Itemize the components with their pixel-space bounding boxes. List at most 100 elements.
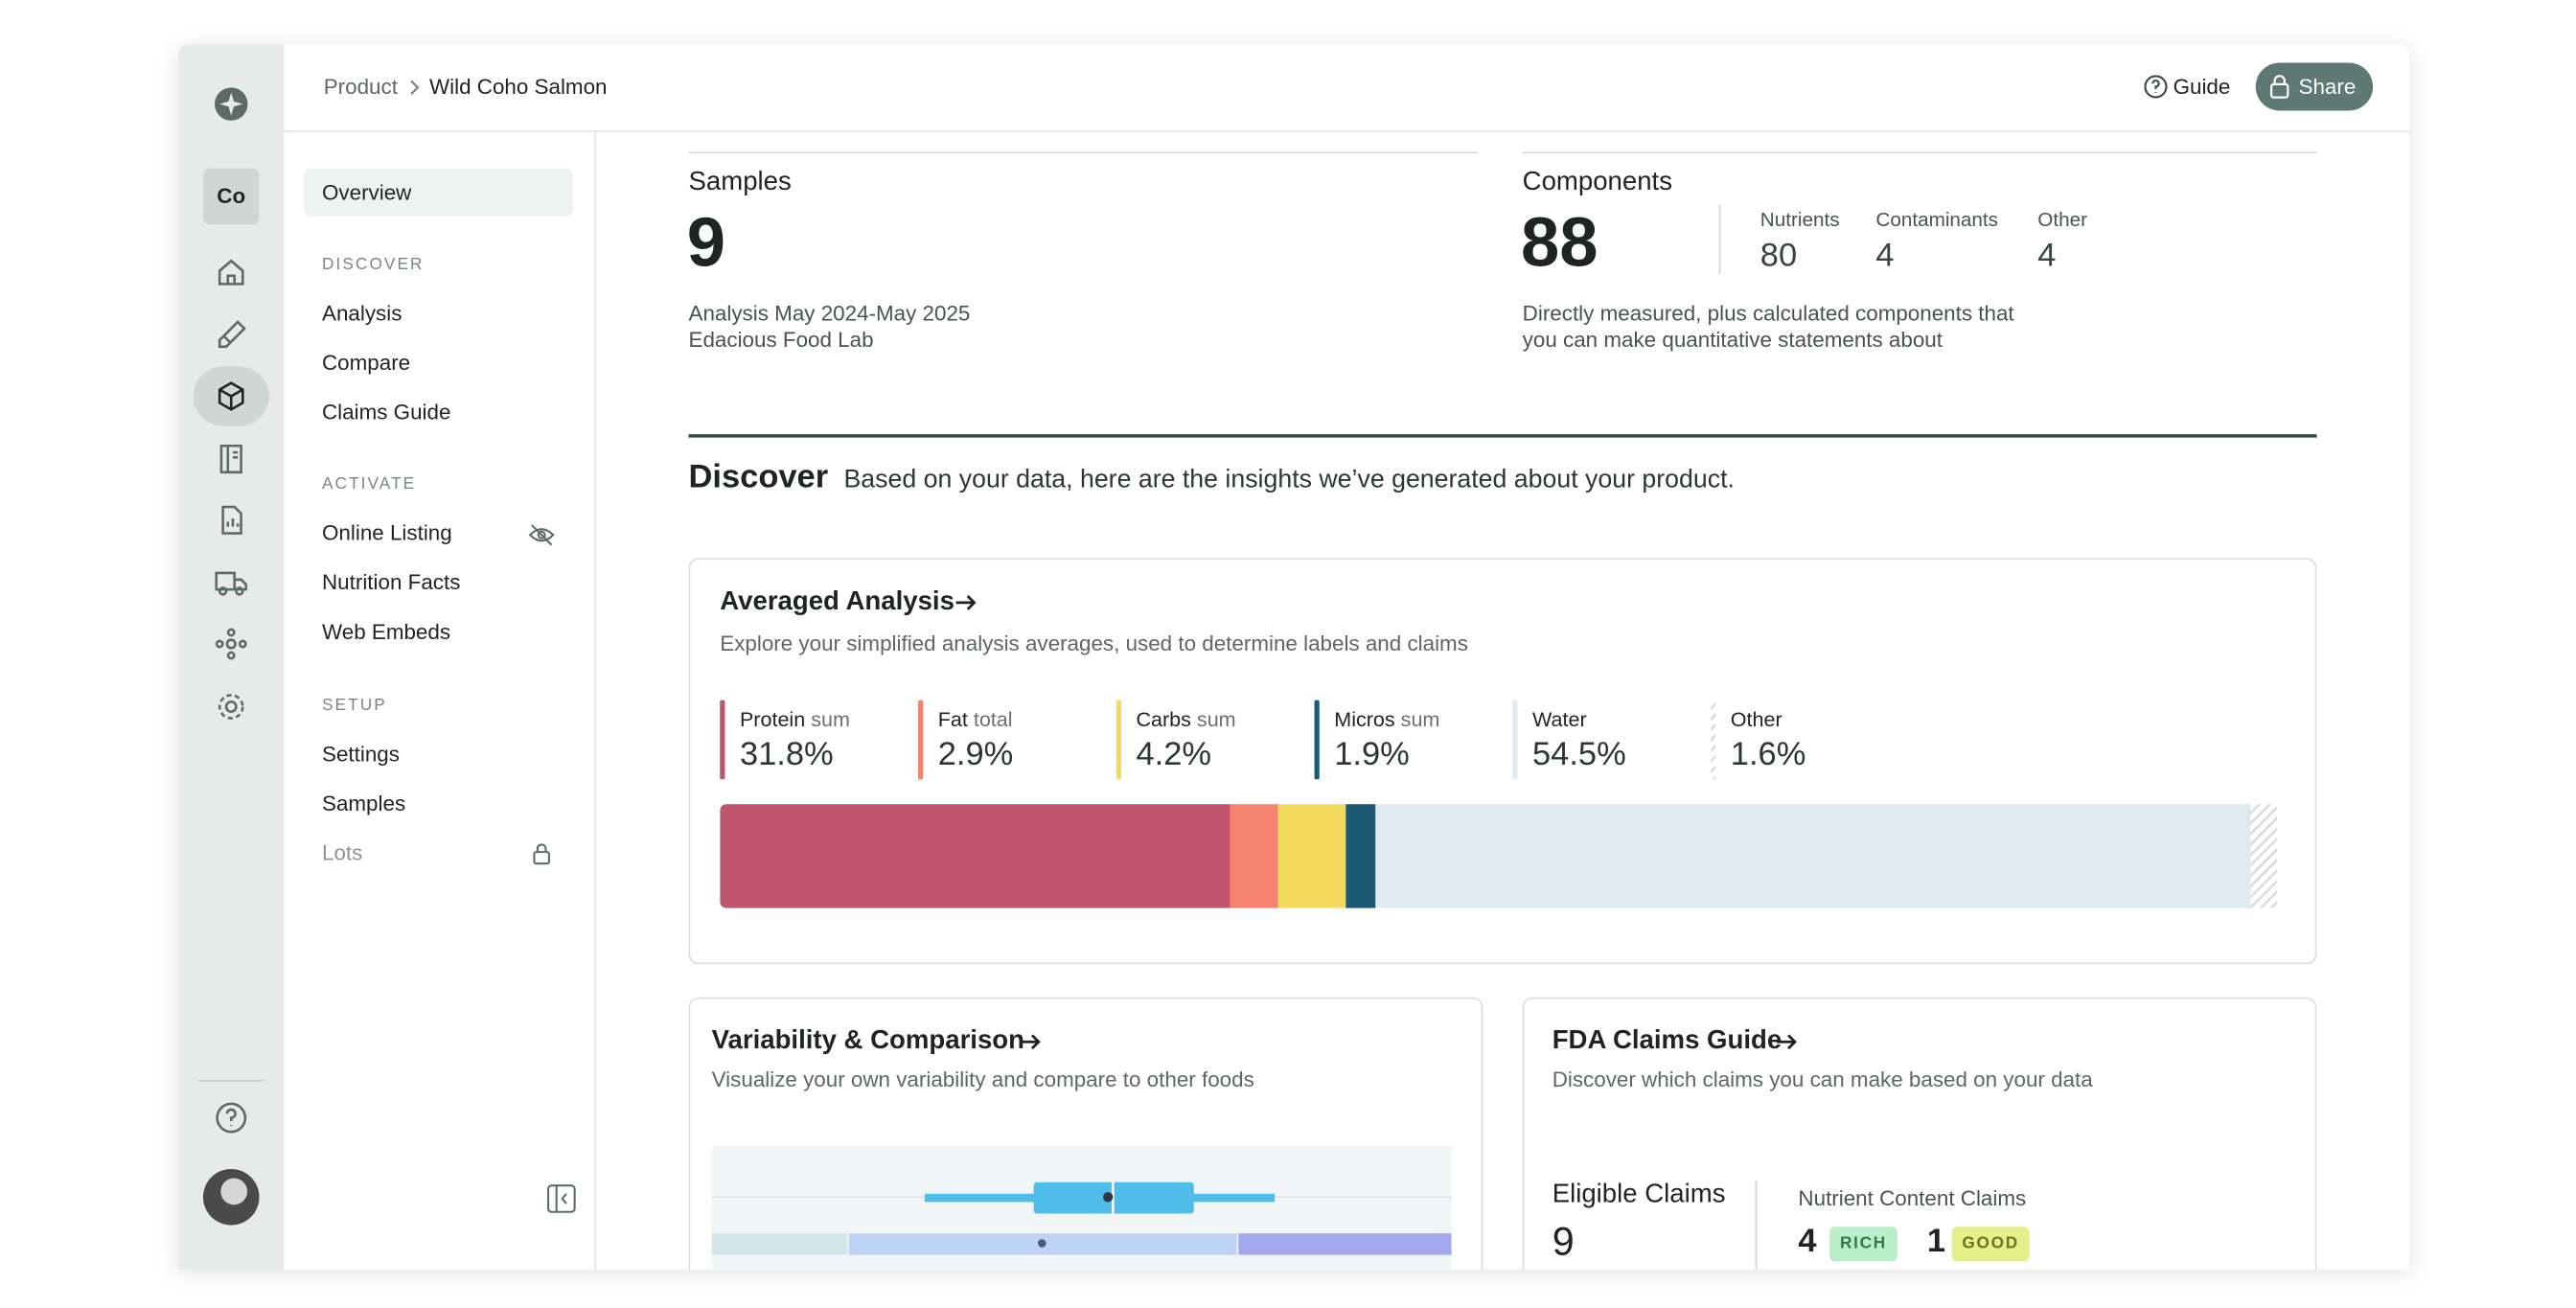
stat-note: you can make quantitative statements abo… — [1522, 327, 1944, 353]
breakdown-value: 4 — [1875, 238, 1895, 275]
divider — [688, 151, 1479, 154]
nav-item[interactable]: Samples — [322, 791, 406, 816]
legend-name: Protein — [739, 708, 806, 732]
legend-qualifier: total — [973, 708, 1013, 732]
lock-icon — [533, 843, 550, 865]
claim-count: 4 — [1798, 1223, 1817, 1260]
legend-item: Carbs sum 4.2% — [1116, 700, 1311, 780]
legend-item: Micros sum 1.9% — [1314, 700, 1509, 780]
card-description: Visualize your own variability and compa… — [711, 1067, 1254, 1091]
section-title: Discover — [688, 459, 829, 495]
legend-item: Other 1.6% — [1711, 700, 1905, 780]
legend-name: Carbs — [1136, 708, 1191, 732]
legend-swatch — [1116, 700, 1121, 780]
legend-value: 31.8% — [739, 736, 834, 773]
analysis-card[interactable]: Averaged Analysis Explore your simplifie… — [688, 558, 2317, 965]
nav-section-title: DISCOVER — [322, 256, 425, 275]
bar-segment — [1277, 804, 1346, 908]
book-icon[interactable] — [215, 443, 247, 475]
avatar[interactable] — [202, 1168, 260, 1226]
stat-label: Samples — [688, 168, 792, 197]
help-icon[interactable] — [215, 1101, 247, 1134]
stat-note: Analysis May 2024-May 2025 — [688, 300, 971, 326]
legend-label: Other — [1731, 708, 1782, 731]
app-window: Co Product Wild Coho Salmon Guide Share … — [178, 44, 2409, 1271]
card-title[interactable]: Variability & Comparison — [711, 1026, 1024, 1056]
breadcrumb-parent[interactable]: Product — [323, 74, 398, 100]
variability-card[interactable]: Variability & Comparison Visualize your … — [688, 997, 1484, 1271]
breakdown-value: 4 — [2037, 238, 2057, 275]
claim-badge: GOOD — [1951, 1227, 2030, 1262]
workspace-badge[interactable]: Co — [202, 168, 260, 225]
card-description: Explore your simplified analysis average… — [720, 631, 1468, 656]
legend-value: 1.6% — [1730, 736, 1806, 773]
arrow-icon — [1777, 1034, 1797, 1050]
stat-value: 88 — [1520, 202, 1598, 281]
truck-icon[interactable] — [213, 566, 249, 599]
nav-item[interactable]: Settings — [322, 741, 400, 767]
icon-rail: Co — [178, 44, 285, 1271]
legend: Protein sum 31.8% Fat total 2.9% Carbs sum 4.… — [720, 700, 2288, 780]
fda-card[interactable]: FDA Claims Guide Discover which claims y… — [1522, 997, 2317, 1271]
hidden-icon — [528, 524, 555, 546]
eligible-value: 9 — [1552, 1220, 1575, 1265]
breadcrumb-separator — [410, 80, 420, 96]
nav-section-title: SETUP — [322, 697, 387, 716]
legend-qualifier: sum — [1196, 708, 1236, 732]
legend-item: Water 54.5% — [1512, 700, 1707, 780]
legend-swatch — [918, 700, 924, 780]
nav-item[interactable]: Overview — [322, 179, 412, 205]
nav-item: Lots — [322, 840, 363, 865]
share-button[interactable]: Share — [2255, 62, 2374, 111]
variability-preview — [711, 1145, 1452, 1271]
card-title[interactable]: Averaged Analysis — [720, 587, 954, 616]
bar-segment — [1230, 804, 1278, 908]
share-label: Share — [2298, 74, 2357, 100]
stacked-bar — [720, 804, 2278, 908]
settings-icon[interactable] — [215, 690, 247, 723]
legend-qualifier: sum — [1400, 708, 1440, 732]
legend-item: Fat total 2.9% — [918, 700, 1113, 780]
bar-segment — [2251, 804, 2278, 908]
breadcrumb-current: Wild Coho Salmon — [429, 74, 608, 100]
stat-value: 9 — [686, 202, 726, 281]
logo — [215, 87, 248, 121]
nav-item[interactable]: Analysis — [322, 300, 402, 326]
nav-item[interactable]: Claims Guide — [322, 399, 451, 425]
legend-value: 2.9% — [937, 736, 1014, 773]
breakdown-label: Contaminants — [1875, 208, 1999, 232]
legend-value: 1.9% — [1334, 736, 1410, 773]
breakdown-label: Nutrients — [1760, 208, 1840, 232]
legend-label: Protein sum — [740, 708, 850, 731]
breakdown-value: 80 — [1760, 238, 1798, 275]
bar-segment — [1375, 804, 2252, 908]
legend-swatch — [1314, 700, 1320, 780]
guide-button[interactable]: Guide — [2173, 74, 2231, 100]
guide-icon — [2144, 75, 2168, 99]
legend-name: Other — [1730, 708, 1782, 732]
product-icon[interactable] — [215, 379, 247, 412]
nav-item[interactable]: Compare — [322, 350, 411, 376]
card-description: Discover which claims you can make based… — [1552, 1067, 2093, 1091]
network-icon[interactable] — [215, 628, 247, 660]
legend-name: Micros — [1334, 708, 1395, 732]
claim-badge: RICH — [1829, 1227, 1898, 1262]
nav-item[interactable]: Web Embeds — [322, 619, 451, 645]
legend-item: Protein sum 31.8% — [720, 700, 914, 780]
card-title[interactable]: FDA Claims Guide — [1552, 1026, 1782, 1056]
lab-icon[interactable] — [215, 319, 247, 352]
collapse-button[interactable] — [546, 1183, 576, 1213]
legend-label: Micros sum — [1334, 708, 1439, 731]
rail-divider — [197, 1079, 264, 1082]
legend-swatch — [720, 700, 725, 780]
divider — [1718, 204, 1721, 275]
legend-name: Fat — [937, 708, 968, 732]
stat-label: Components — [1522, 168, 1672, 197]
nav-item[interactable]: Online Listing — [322, 519, 452, 545]
legend-swatch — [1711, 700, 1716, 780]
report-icon[interactable] — [215, 504, 247, 537]
nav-item[interactable]: Nutrition Facts — [322, 569, 461, 595]
home-icon[interactable] — [215, 256, 247, 288]
